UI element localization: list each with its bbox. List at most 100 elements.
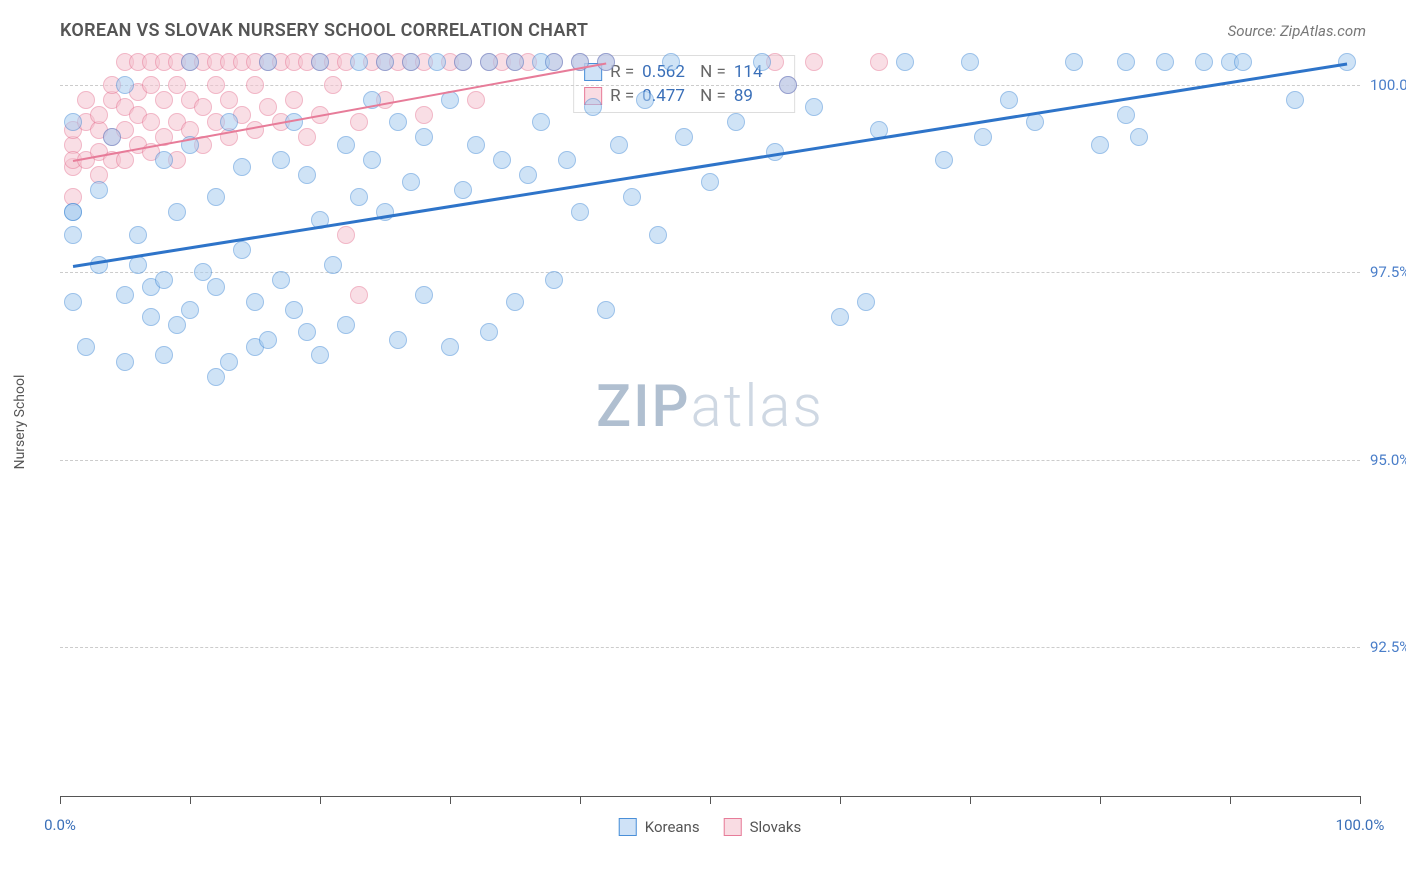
data-point-slovaks (142, 76, 160, 94)
legend-swatch-blue-icon (619, 818, 637, 836)
data-point-koreans (64, 203, 82, 221)
stat-n-label: N = (700, 62, 726, 82)
data-point-koreans (298, 323, 316, 341)
data-point-slovaks (337, 226, 355, 244)
data-point-koreans (389, 331, 407, 349)
data-point-koreans (935, 151, 953, 169)
data-point-slovaks (142, 113, 160, 131)
data-point-koreans (168, 203, 186, 221)
data-point-koreans (467, 136, 485, 154)
stat-r-label: R = (610, 86, 634, 106)
data-point-koreans (298, 166, 316, 184)
chart-source: Source: ZipAtlas.com (1228, 22, 1366, 40)
watermark-atlas: atlas (691, 373, 824, 441)
y-tick-label: 100.0% (1370, 76, 1406, 94)
data-point-koreans (545, 53, 563, 71)
data-point-koreans (90, 181, 108, 199)
data-point-slovaks (324, 76, 342, 94)
data-point-koreans (857, 293, 875, 311)
stats-row-slovaks: R = 0.477 N = 89 (584, 84, 784, 108)
data-point-koreans (168, 316, 186, 334)
data-point-slovaks (155, 91, 173, 109)
data-point-slovaks (350, 113, 368, 131)
data-point-slovaks (350, 286, 368, 304)
data-point-koreans (831, 308, 849, 326)
data-point-koreans (1338, 53, 1356, 71)
data-point-koreans (571, 203, 589, 221)
data-point-koreans (402, 173, 420, 191)
data-point-koreans (350, 53, 368, 71)
y-tick-label: 97.5% (1370, 263, 1406, 281)
legend-label-slovaks: Slovaks (750, 818, 802, 836)
data-point-slovaks (415, 106, 433, 124)
data-point-koreans (1234, 53, 1252, 71)
x-tick (710, 796, 711, 804)
data-point-koreans (194, 263, 212, 281)
data-point-koreans (220, 353, 238, 371)
data-point-koreans (220, 113, 238, 131)
data-point-koreans (181, 53, 199, 71)
data-point-koreans (428, 53, 446, 71)
data-point-koreans (506, 293, 524, 311)
data-point-koreans (1195, 53, 1213, 71)
data-point-slovaks (90, 106, 108, 124)
data-point-koreans (675, 128, 693, 146)
data-point-koreans (324, 256, 342, 274)
data-point-koreans (779, 76, 797, 94)
legend-item-slovaks: Slovaks (724, 818, 802, 836)
data-point-koreans (961, 53, 979, 71)
data-point-koreans (272, 271, 290, 289)
data-point-koreans (181, 301, 199, 319)
data-point-koreans (64, 113, 82, 131)
y-tick-label: 95.0% (1370, 451, 1406, 469)
data-point-koreans (493, 151, 511, 169)
data-point-koreans (1286, 91, 1304, 109)
x-tick (580, 796, 581, 804)
x-tick (320, 796, 321, 804)
data-point-koreans (1065, 53, 1083, 71)
data-point-koreans (155, 151, 173, 169)
data-point-koreans (974, 128, 992, 146)
data-point-slovaks (467, 91, 485, 109)
data-point-koreans (441, 338, 459, 356)
x-tick (60, 796, 61, 804)
data-point-koreans (142, 308, 160, 326)
data-point-koreans (597, 53, 615, 71)
data-point-koreans (454, 53, 472, 71)
chart-container: KOREAN VS SLOVAK NURSERY SCHOOL CORRELAT… (0, 0, 1406, 892)
data-point-koreans (1156, 53, 1174, 71)
y-tick-label: 92.5% (1370, 638, 1406, 656)
data-point-koreans (90, 256, 108, 274)
data-point-slovaks (207, 76, 225, 94)
data-point-koreans (584, 98, 602, 116)
data-point-koreans (805, 98, 823, 116)
data-point-koreans (363, 151, 381, 169)
data-point-koreans (155, 346, 173, 364)
data-point-koreans (207, 278, 225, 296)
data-point-koreans (636, 91, 654, 109)
data-point-koreans (701, 173, 719, 191)
data-point-slovaks (220, 91, 238, 109)
data-point-koreans (727, 113, 745, 131)
data-point-koreans (1026, 113, 1044, 131)
data-point-koreans (480, 53, 498, 71)
data-point-koreans (155, 271, 173, 289)
data-point-koreans (753, 53, 771, 71)
stat-n-slovaks: 89 (734, 86, 784, 106)
watermark: ZIPatlas (596, 373, 824, 441)
data-point-koreans (116, 286, 134, 304)
x-tick (1230, 796, 1231, 804)
data-point-slovaks (298, 128, 316, 146)
stat-n-label: N = (700, 86, 726, 106)
data-point-koreans (233, 241, 251, 259)
x-tick (1100, 796, 1101, 804)
data-point-koreans (103, 128, 121, 146)
data-point-slovaks (246, 76, 264, 94)
data-point-koreans (415, 286, 433, 304)
data-point-koreans (233, 158, 251, 176)
data-point-koreans (545, 271, 563, 289)
data-point-slovaks (194, 98, 212, 116)
data-point-koreans (623, 188, 641, 206)
data-point-koreans (389, 113, 407, 131)
data-point-slovaks (77, 91, 95, 109)
